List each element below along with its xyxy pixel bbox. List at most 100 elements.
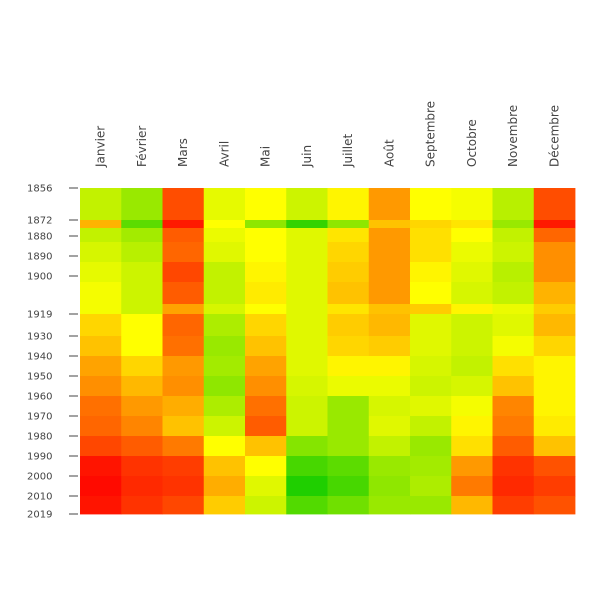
heatmap-cell-1856-Mai: [245, 188, 287, 221]
heatmap-cell-1876-Juillet: [327, 228, 370, 243]
heatmap-cell-1914-Mars: [162, 304, 205, 315]
heatmap-cell-1914-Septembre: [410, 304, 452, 315]
heatmap-cell-1980-Septembre: [410, 436, 452, 457]
heatmap-cell-1919-Janvier: [80, 314, 122, 337]
heatmap-cell-1903-Octobre: [451, 282, 493, 305]
heatmap-cell-1919-Novembre: [492, 314, 535, 337]
heatmap-cell-2000-Octobre: [451, 476, 493, 497]
heatmap-cell-1919-Avril: [203, 314, 246, 337]
heatmap-cell-2000-Juillet: [327, 476, 370, 497]
heatmap-cell-1893-Septembre: [410, 262, 452, 283]
heatmap-cell-1919-Février: [121, 314, 163, 337]
heatmap-cell-2010-Août: [368, 496, 411, 515]
heatmap-cell-1980-Février: [121, 436, 163, 457]
month-label: Mai: [259, 146, 273, 167]
month-label: Décembre: [547, 105, 561, 167]
heatmap-cell-1872-Juin: [286, 220, 328, 229]
heatmap-cell-2010-Avril: [203, 496, 246, 515]
heatmap-cell-1876-Juin: [286, 228, 328, 243]
month-label: Novembre: [506, 105, 520, 167]
year-tick-label: 1880: [27, 232, 52, 243]
heatmap-cell-1980-Novembre: [492, 436, 535, 457]
heatmap-cell-1903-Janvier: [80, 282, 122, 305]
heatmap-cell-1919-Juillet: [327, 314, 370, 337]
heatmap-cell-1903-Août: [368, 282, 411, 305]
heatmap-cell-1940-Juin: [286, 356, 328, 377]
heatmap-cell-1856-Juin: [286, 188, 328, 221]
heatmap-cell-1919-Juin: [286, 314, 328, 337]
heatmap-cell-1893-Août: [368, 262, 411, 283]
heatmap-cell-1919-Septembre: [410, 314, 452, 337]
year-tick-label: 1970: [27, 412, 52, 423]
heatmap-cell-1960-Novembre: [492, 396, 535, 417]
heatmap-cell-1940-Octobre: [451, 356, 493, 377]
month-label: Février: [135, 126, 149, 167]
heatmap-cell-1970-Mai: [245, 416, 287, 437]
heatmap-cell-1980-Octobre: [451, 436, 493, 457]
year-tick-label: 1930: [27, 332, 52, 343]
year-tick-label: 2000: [27, 472, 52, 483]
heatmap-cell-1903-Septembre: [410, 282, 452, 305]
heatmap-cell-1960-Février: [121, 396, 163, 417]
heatmap-cell-1883-Juillet: [327, 242, 370, 263]
heatmap-cell-1950-Février: [121, 376, 163, 397]
year-tick-label: 1872: [27, 216, 52, 227]
heatmap-cell-2000-Janvier: [80, 476, 122, 497]
heatmap-cell-1990-Février: [121, 456, 163, 477]
heatmap-cell-1950-Juin: [286, 376, 328, 397]
heatmap-cell-1980-Décembre: [533, 436, 576, 457]
year-tick-label: 2019: [27, 510, 52, 521]
heatmap-cell-1876-Décembre: [533, 228, 576, 243]
heatmap-cell-1950-Novembre: [492, 376, 535, 397]
heatmap-cell-1914-Juillet: [327, 304, 370, 315]
month-label: Juillet: [341, 133, 355, 168]
heatmap-cell-1980-Mars: [162, 436, 205, 457]
heatmap-cell-1893-Mai: [245, 262, 287, 283]
heatmap-cell-1990-Août: [368, 456, 411, 477]
heatmap-cell-1930-Avril: [203, 336, 246, 357]
heatmap-cell-1960-Juillet: [327, 396, 370, 417]
heatmap-cell-2010-Octobre: [451, 496, 493, 515]
heatmap-cell-1893-Novembre: [492, 262, 535, 283]
month-label: Janvier: [94, 126, 108, 168]
heatmap-cell-1930-Octobre: [451, 336, 493, 357]
heatmap-cell-1876-Janvier: [80, 228, 122, 243]
heatmap-cell-1970-Septembre: [410, 416, 452, 437]
heatmap-cell-1960-Avril: [203, 396, 246, 417]
heatmap-cell-1919-Août: [368, 314, 411, 337]
heatmap-cell-2000-Décembre: [533, 476, 576, 497]
heatmap-cell-1930-Mai: [245, 336, 287, 357]
heatmap-cell-1960-Décembre: [533, 396, 576, 417]
heatmap-cell-1970-Août: [368, 416, 411, 437]
month-label: Mars: [176, 138, 190, 167]
heatmap-cell-1856-Janvier: [80, 188, 122, 221]
heatmap-cell-1883-Août: [368, 242, 411, 263]
heatmap-cell-1940-Avril: [203, 356, 246, 377]
heatmap-cell-1856-Août: [368, 188, 411, 221]
heatmap-cell-1990-Septembre: [410, 456, 452, 477]
heatmap-cell-1970-Octobre: [451, 416, 493, 437]
heatmap-cell-1960-Juin: [286, 396, 328, 417]
heatmap-cell-1872-Mars: [162, 220, 205, 229]
heatmap-cell-1919-Décembre: [533, 314, 576, 337]
heatmap-cell-1970-Janvier: [80, 416, 122, 437]
heatmap-cell-1893-Mars: [162, 262, 205, 283]
heatmap-cell-1914-Février: [121, 304, 163, 315]
heatmap-cell-1930-Juillet: [327, 336, 370, 357]
heatmap-cell-1856-Mars: [162, 188, 205, 221]
heatmap-cell-1914-Novembre: [492, 304, 535, 315]
heatmap-cell-1960-Mars: [162, 396, 205, 417]
heatmap-cell-1876-Septembre: [410, 228, 452, 243]
heatmap-cell-1970-Décembre: [533, 416, 576, 437]
heatmap-cell-1872-Mai: [245, 220, 287, 229]
heatmap-cell-1903-Mars: [162, 282, 205, 305]
heatmap-cell-2010-Février: [121, 496, 163, 515]
heatmap-cell-1872-Novembre: [492, 220, 535, 229]
month-labels: Janvier Février Mars Avril Mai Juin Juillet Aoû…: [94, 101, 562, 168]
heatmap-cell-2010-Septembre: [410, 496, 452, 515]
heatmap-cell-2000-Avril: [203, 476, 246, 497]
heatmap-cell-2000-Septembre: [410, 476, 452, 497]
heatmap-cell-1872-Août: [368, 220, 411, 229]
heatmap-cell-1940-Mars: [162, 356, 205, 377]
